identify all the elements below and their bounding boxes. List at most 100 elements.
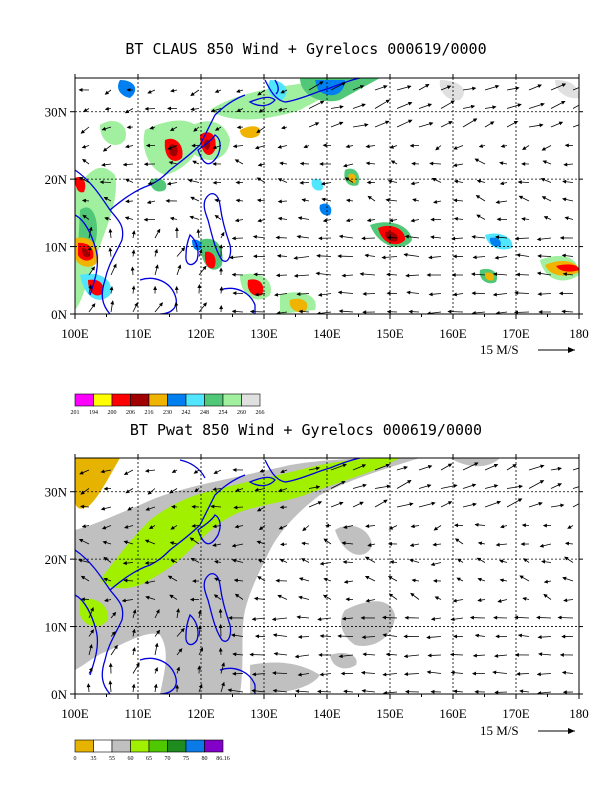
wind-vector-head — [316, 123, 319, 125]
wind-vector-head — [386, 100, 389, 102]
colorbar-label: 260 — [237, 410, 246, 416]
wind-vector-head — [500, 162, 503, 165]
wind-vector-head — [384, 500, 387, 502]
colorbar-label: 216 — [145, 410, 154, 416]
wind-vector-head — [190, 216, 193, 218]
wind-vector-head — [82, 146, 85, 148]
wind-vector — [573, 121, 588, 127]
wind-vector-head — [409, 102, 412, 104]
wind-vector-head — [324, 595, 327, 597]
wind-vector-head — [102, 507, 105, 510]
wind-vector-head — [454, 293, 457, 296]
wind-vector-head — [515, 292, 518, 295]
wind-vector-head — [519, 485, 522, 488]
wind-vector-head — [318, 690, 321, 693]
wind-vector-head — [453, 599, 456, 602]
wind-vector-head — [126, 179, 129, 181]
wind-vector-head — [502, 145, 505, 148]
wind-vector-head — [386, 199, 389, 202]
colorbar-label: 201 — [71, 410, 80, 416]
wind-vector-head — [166, 200, 169, 203]
wind-vector-head — [274, 653, 277, 656]
wind-vector-head — [87, 684, 90, 687]
wind-vector-head — [236, 181, 239, 184]
wind-vector-head — [281, 543, 284, 546]
wind-vector-head — [500, 560, 503, 563]
y-tick-label: 10N — [45, 620, 68, 635]
colorbar-box — [112, 740, 131, 752]
wind-vector-head — [474, 654, 477, 657]
wind-vector-head — [431, 236, 434, 239]
wind-vector-head — [198, 285, 201, 288]
wind-vector-head — [154, 287, 157, 290]
wind-vector-head — [568, 526, 571, 528]
wind-vector-head — [258, 219, 261, 222]
wind-vector-head — [449, 502, 452, 504]
wind-vector-head — [565, 217, 568, 220]
wind-vector-head — [432, 178, 435, 180]
wind-vector-head — [302, 559, 305, 561]
wind-vector-head — [157, 229, 159, 232]
wind-vector-head — [254, 255, 257, 258]
wind-vector-head — [156, 265, 159, 268]
wind-vector-head — [132, 250, 135, 253]
wind-vector-head — [257, 178, 260, 180]
wind-vector-head — [109, 229, 112, 232]
wind-vector-head — [363, 293, 366, 296]
wind-vector-head — [405, 616, 408, 619]
wind-vector-head — [540, 481, 543, 483]
wind-vector-head — [493, 106, 496, 109]
wind-vector-head — [404, 467, 407, 470]
wind-vector-head — [191, 108, 194, 111]
wind-vector-head — [478, 599, 481, 602]
x-tick-label: 120E — [187, 706, 215, 721]
wind-vector-head — [451, 101, 454, 103]
wind-vector-head — [387, 273, 390, 276]
wind-vector-head — [585, 121, 588, 123]
wind-vector-head — [540, 124, 543, 127]
wind-vector-head — [360, 273, 363, 276]
x-tick-label: 130E — [250, 706, 278, 721]
wind-vector-head — [515, 311, 518, 314]
wind-vector-head — [251, 310, 254, 313]
wind-vector-head — [475, 690, 478, 693]
wind-vector-head — [455, 524, 458, 527]
wind-vector-head — [585, 499, 588, 501]
colorbar-box — [205, 394, 224, 406]
wind-vector-head — [168, 107, 171, 110]
colorbar-box — [242, 394, 261, 406]
wind-vector-head — [339, 291, 342, 294]
colorbar-label: 0 — [74, 756, 77, 762]
wind-vector-head — [496, 635, 499, 638]
wind-vector-head — [342, 672, 345, 675]
wind-vector-head — [406, 274, 409, 277]
wind-vector-head — [564, 163, 567, 166]
wind-vector-head — [131, 267, 134, 270]
wind-vector-head — [128, 126, 131, 129]
wind-vector-head — [386, 121, 389, 123]
wind-vector-head — [273, 618, 276, 621]
colorbar-label: 194 — [89, 410, 98, 416]
wind-vector-head — [171, 89, 174, 92]
wind-vector-head — [155, 250, 158, 253]
wind-vector-head — [326, 524, 329, 527]
wind-vector-head — [321, 562, 324, 565]
wind-vector-head — [368, 219, 371, 222]
wind-vector-head — [279, 200, 282, 203]
wind-vector-head — [426, 84, 429, 86]
wind-vector-head — [412, 162, 415, 165]
x-tick-label: 100E — [61, 326, 89, 341]
wind-vector-head — [148, 201, 151, 204]
wind-vector-head — [214, 471, 217, 473]
wind-vector-head — [472, 292, 475, 295]
wind-vector-head — [391, 561, 394, 564]
wind-vector-head — [280, 559, 283, 561]
wind-vector-head — [562, 635, 565, 638]
wind-vector-head — [213, 163, 216, 166]
wind-vector-head — [344, 690, 347, 693]
wind-vector-head — [324, 578, 327, 580]
wind-vector-head — [497, 501, 500, 503]
x-tick-label: 160E — [439, 326, 467, 341]
wind-vector-head — [362, 690, 365, 693]
